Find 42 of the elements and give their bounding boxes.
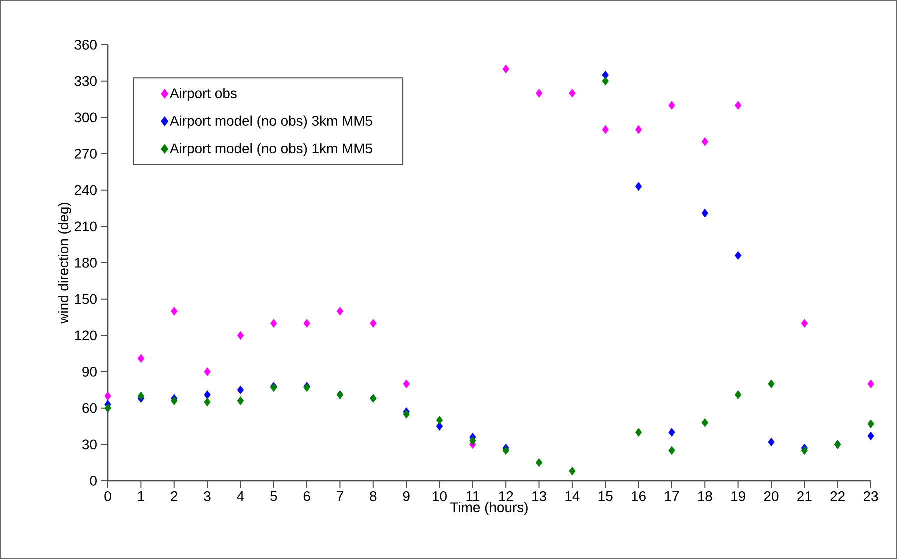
x-tick-label: 6 — [304, 491, 310, 502]
y-tick-label: 120 — [75, 330, 97, 341]
y-axis-title: wind direction (deg) — [58, 203, 72, 324]
legend-label: Airport model (no obs) 3km MM5 — [170, 116, 372, 129]
x-tick-label: 10 — [433, 491, 447, 502]
y-tick-label: 150 — [75, 294, 97, 304]
y-tick-label: 0 — [90, 476, 97, 486]
x-tick-label: 23 — [864, 491, 878, 502]
x-tick-label: 17 — [665, 492, 680, 502]
x-tick-label: 7 — [337, 492, 344, 502]
legend-label: Airport obs — [170, 88, 237, 102]
x-tick-label: 14 — [566, 492, 580, 502]
x-tick-label: 21 — [798, 491, 812, 502]
x-tick-label: 13 — [532, 491, 546, 502]
x-tick-label: 22 — [830, 491, 845, 502]
x-axis-title: Time (hours) — [450, 502, 528, 516]
x-tick-label: 19 — [732, 491, 746, 502]
x-tick-label: 20 — [764, 491, 779, 502]
x-tick-label: 9 — [403, 491, 410, 502]
x-tick-label: 4 — [237, 492, 244, 502]
x-tick-label: 3 — [204, 491, 211, 502]
x-tick-label: 1 — [138, 492, 144, 502]
y-tick-label: 240 — [74, 185, 97, 196]
x-tick-label: 5 — [270, 492, 278, 502]
x-tick-label: 15 — [598, 492, 613, 502]
x-tick-label: 2 — [171, 491, 178, 502]
y-tick-label: 330 — [74, 76, 97, 86]
y-tick-label: 360 — [74, 40, 97, 50]
y-tick-label: 180 — [75, 258, 97, 268]
y-tick-label: 300 — [74, 112, 97, 123]
y-tick-label: 30 — [82, 440, 97, 450]
y-tick-label: 210 — [74, 222, 97, 232]
legend-label: Airport model (no obs) 1km MM5 — [170, 143, 372, 156]
x-tick-label: 8 — [370, 491, 377, 502]
x-tick-label: 0 — [104, 491, 112, 502]
x-tick-label: 12 — [499, 491, 514, 502]
x-tick-label: 11 — [466, 492, 480, 502]
x-tick-label: 18 — [698, 491, 712, 502]
y-tick-label: 60 — [82, 403, 97, 414]
y-tick-label: 270 — [74, 149, 97, 159]
x-tick-label: 16 — [632, 491, 646, 502]
y-tick-label: 90 — [82, 367, 97, 377]
